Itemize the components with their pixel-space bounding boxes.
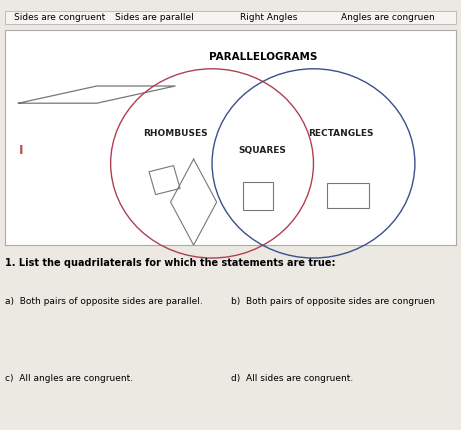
Text: SQUARES: SQUARES [239,146,287,155]
Text: Angles are congruen: Angles are congruen [341,13,435,22]
Bar [327,183,369,208]
Text: PARALLELOGRAMS: PARALLELOGRAMS [208,52,317,62]
Bar [5,11,456,24]
Text: d)  All sides are congruent.: d) All sides are congruent. [230,374,353,383]
Text: I: I [18,144,23,157]
Bar [243,181,273,209]
Text: RECTANGLES: RECTANGLES [308,129,374,138]
Text: c)  All angles are congruent.: c) All angles are congruent. [5,374,133,383]
Text: b)  Both pairs of opposite sides are congruen: b) Both pairs of opposite sides are cong… [230,297,435,306]
Text: Sides are parallel: Sides are parallel [115,13,194,22]
Text: Right Angles: Right Angles [240,13,297,22]
Text: Sides are congruent: Sides are congruent [14,13,105,22]
Text: a)  Both pairs of opposite sides are parallel.: a) Both pairs of opposite sides are para… [5,297,202,306]
Text: 1. List the quadrilaterals for which the statements are true:: 1. List the quadrilaterals for which the… [5,258,335,268]
Text: RHOMBUSES: RHOMBUSES [143,129,207,138]
Bar [5,30,456,245]
Bar [149,166,180,194]
